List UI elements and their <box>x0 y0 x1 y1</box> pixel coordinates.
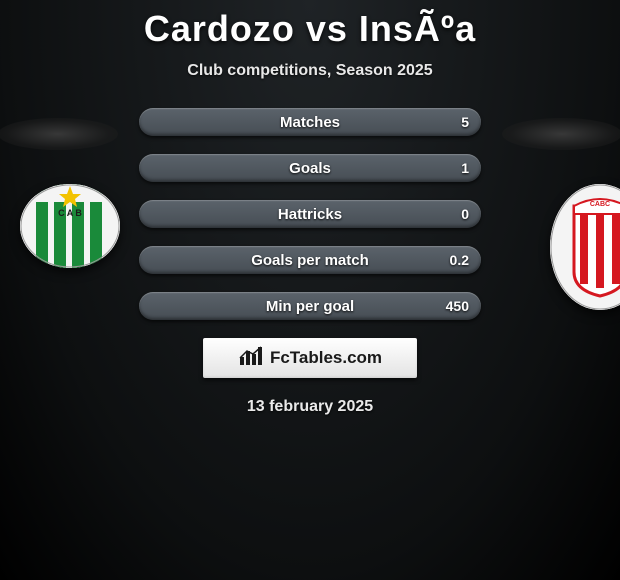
stat-bar-min-per-goal: Min per goal 450 <box>139 292 481 320</box>
player-shadow-right <box>502 118 620 150</box>
stat-value: 0.2 <box>450 246 469 274</box>
comparison-stage: C A B CABC <box>0 108 620 416</box>
stat-label: Min per goal <box>139 292 481 320</box>
stat-label: Matches <box>139 108 481 136</box>
stats-bars: Matches 5 Goals 1 Hattricks 0 Goals per … <box>139 108 481 320</box>
player-shadow-left <box>0 118 118 150</box>
bars-icon <box>238 345 266 372</box>
svg-text:C A B: C A B <box>58 208 82 218</box>
stat-label: Goals <box>139 154 481 182</box>
club-crest-left: C A B <box>20 184 120 268</box>
stat-bar-goals: Goals 1 <box>139 154 481 182</box>
fctables-logo-text: FcTables.com <box>270 348 382 368</box>
fctables-logo-panel: FcTables.com <box>203 338 417 378</box>
stat-value: 5 <box>461 108 469 136</box>
date-line: 13 february 2025 <box>0 398 620 416</box>
svg-text:CABC: CABC <box>590 201 610 208</box>
page-title: Cardozo vs InsÃºa <box>0 0 620 50</box>
stat-label: Hattricks <box>139 200 481 228</box>
subtitle: Club competitions, Season 2025 <box>0 62 620 80</box>
stat-bar-hattricks: Hattricks 0 <box>139 200 481 228</box>
stat-value: 0 <box>461 200 469 228</box>
stat-bar-goals-per-match: Goals per match 0.2 <box>139 246 481 274</box>
stat-label: Goals per match <box>139 246 481 274</box>
club-crest-right: CABC <box>550 184 620 310</box>
stat-value: 1 <box>461 154 469 182</box>
stat-value: 450 <box>446 292 469 320</box>
stat-bar-matches: Matches 5 <box>139 108 481 136</box>
